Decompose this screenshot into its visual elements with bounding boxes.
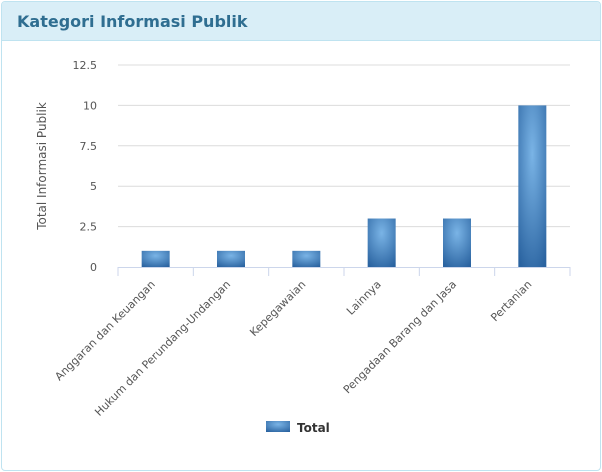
legend-swatch	[266, 421, 290, 432]
y-tick-label: 12.5	[73, 59, 98, 72]
y-tick-label: 2.5	[80, 221, 98, 234]
x-tick-label: Hukum dan Perundang-Undangan	[92, 278, 233, 419]
y-tick-label: 5	[90, 180, 97, 193]
bar	[443, 218, 471, 267]
panel-title: Kategori Informasi Publik	[17, 11, 248, 31]
x-tick-label: Kepegawaian	[247, 278, 308, 339]
bar	[141, 250, 170, 267]
y-tick-label: 0	[90, 261, 97, 274]
legend-label: Total	[297, 421, 330, 435]
x-tick-label: Lainnya	[344, 278, 384, 318]
bar	[518, 105, 547, 268]
x-tick-label: Pertanian	[488, 278, 534, 324]
bar	[367, 218, 396, 267]
bar	[217, 250, 245, 267]
y-axis-title: Total Informasi Publik	[35, 102, 49, 231]
bar	[292, 250, 321, 267]
y-tick-label: 10	[83, 99, 97, 112]
panel-header: Kategori Informasi Publik	[2, 2, 600, 41]
y-tick-label: 7.5	[80, 140, 98, 153]
